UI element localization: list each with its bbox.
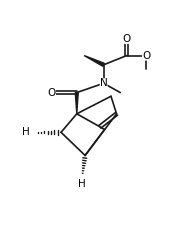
- Text: H: H: [78, 179, 86, 188]
- Text: O: O: [142, 51, 150, 61]
- Polygon shape: [75, 93, 78, 114]
- Text: N: N: [100, 78, 107, 88]
- Text: H: H: [22, 127, 30, 137]
- Text: O: O: [123, 34, 131, 44]
- Polygon shape: [84, 56, 104, 66]
- Text: O: O: [48, 88, 56, 97]
